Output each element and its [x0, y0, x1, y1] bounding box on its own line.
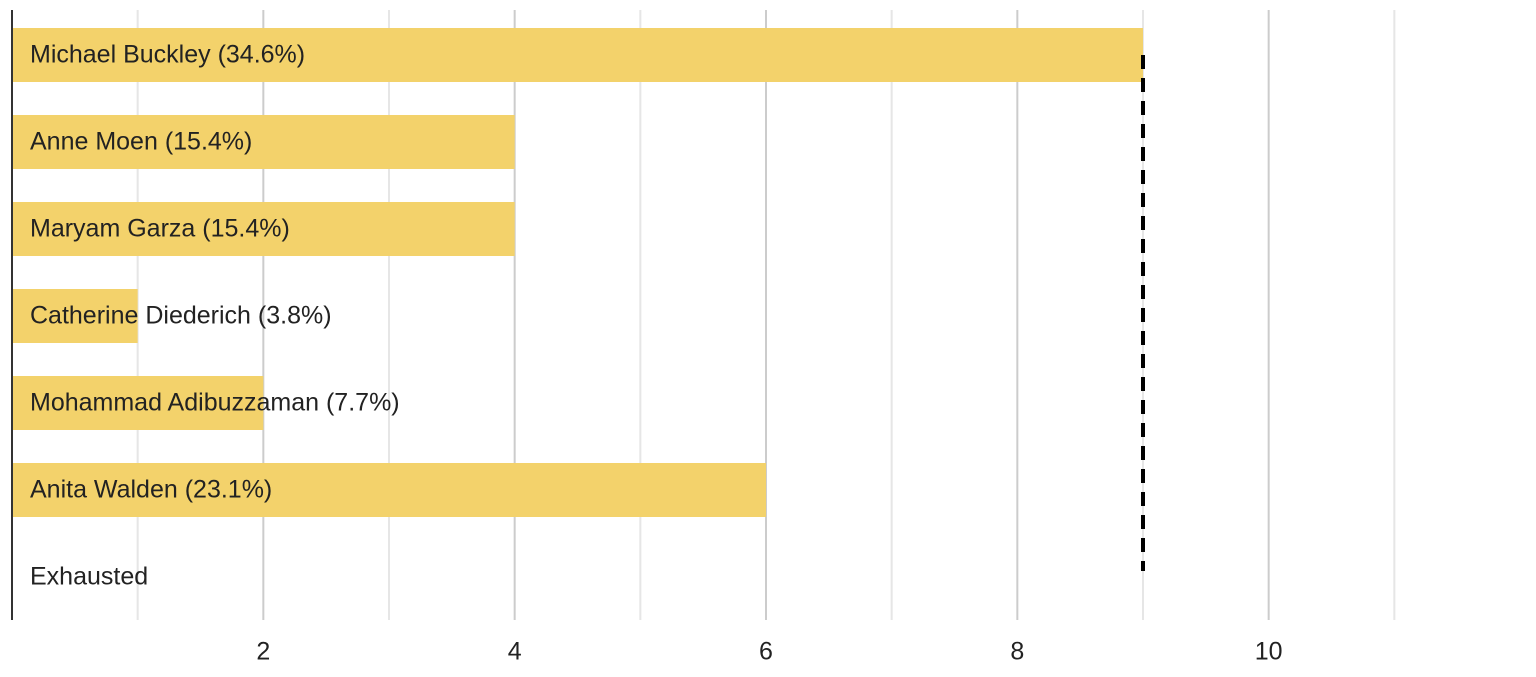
- bar-label: Exhausted: [30, 563, 148, 591]
- bar-label: Mohammad Adibuzzaman (7.7%): [30, 389, 400, 417]
- bar: [12, 202, 515, 256]
- bar: [12, 115, 515, 169]
- bar: [12, 376, 264, 430]
- bar-label: Catherine Diederich (3.8%): [30, 302, 332, 330]
- x-tick-label: 8: [1010, 638, 1024, 666]
- x-tick-label: 6: [759, 638, 773, 666]
- x-tick-label: 10: [1255, 638, 1283, 666]
- bar: [12, 28, 1143, 82]
- bar-label: Anita Walden (23.1%): [30, 476, 272, 504]
- x-tick-label: 4: [508, 638, 522, 666]
- bar-label: Anne Moen (15.4%): [30, 128, 252, 156]
- x-tick-label: 2: [256, 638, 270, 666]
- bar: [12, 289, 138, 343]
- bar-label: Maryam Garza (15.4%): [30, 215, 290, 243]
- bar: [12, 463, 766, 517]
- bar-label: Michael Buckley (34.6%): [30, 41, 305, 69]
